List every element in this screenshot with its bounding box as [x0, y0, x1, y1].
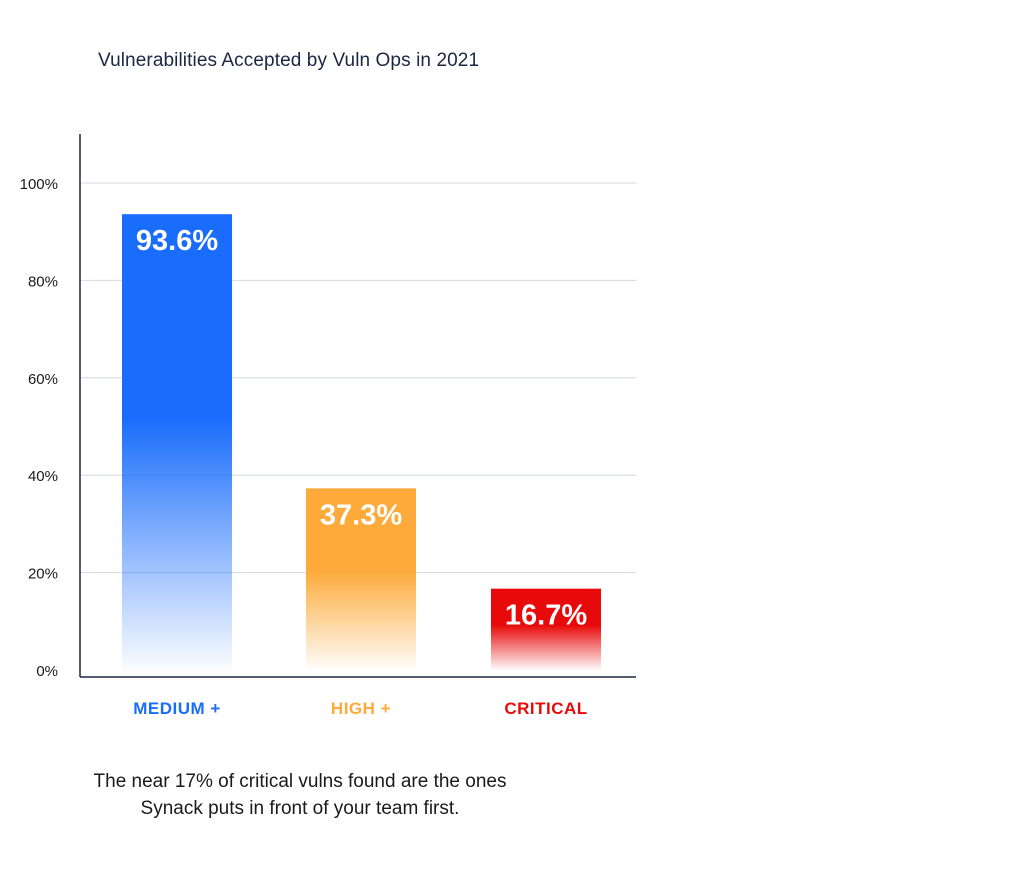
bar-value-label: 16.7%: [505, 600, 587, 632]
bars: [122, 214, 601, 670]
bar-medium: [122, 214, 232, 670]
y-tick-label: 60%: [28, 371, 58, 388]
bar-critical: [491, 588, 601, 670]
bar-value-label: 37.3%: [320, 499, 402, 531]
x-category-label: CRITICAL: [504, 699, 587, 718]
bar-value-label: 93.6%: [136, 225, 218, 257]
y-tick-label: 80%: [28, 273, 58, 290]
labels: 0% 20% 40% 60% 80% 100% 93.6% MEDIUM + 37.3% HIGH…: [20, 176, 588, 718]
x-category-label: HIGH +: [331, 699, 391, 718]
caption-line-2: Synack puts in front of your team first.: [140, 798, 460, 819]
caption-line-1: The near 17% of critical vulns found are…: [93, 771, 507, 792]
chart-title: Vulnerabilities Accepted by Vuln Ops in …: [98, 50, 480, 71]
y-tick-label: 40%: [28, 468, 58, 485]
y-tick-label: 100%: [20, 176, 58, 193]
x-category-label: MEDIUM +: [133, 699, 221, 718]
y-tick-label: 20%: [28, 566, 58, 583]
axes: [79, 134, 636, 678]
y-tick-label: 0%: [36, 663, 58, 680]
bar-high: [306, 488, 416, 670]
chart-caption: The near 17% of critical vulns found are…: [60, 768, 540, 822]
